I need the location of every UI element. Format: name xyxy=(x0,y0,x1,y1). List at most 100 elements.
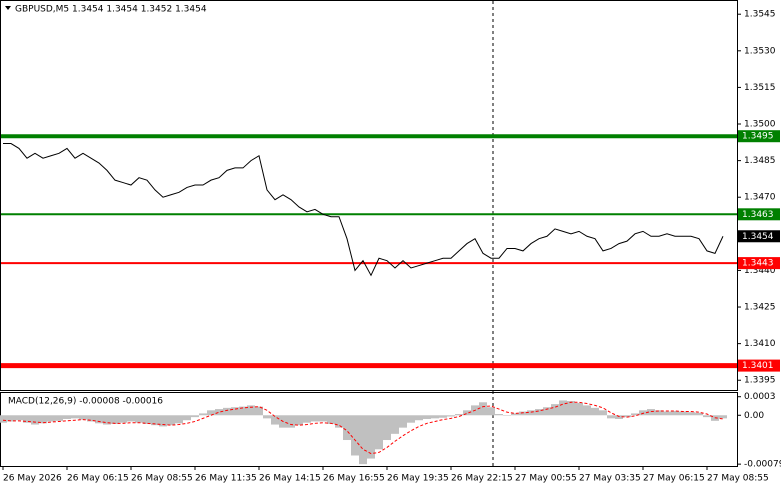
macd-bar xyxy=(215,409,223,416)
macd-bar xyxy=(503,415,511,416)
macd-bar xyxy=(431,415,439,419)
x-tick-label: 26 May 08:55 xyxy=(131,474,193,484)
macd-bar xyxy=(567,401,575,416)
macd-bar xyxy=(271,415,279,425)
macd-bar xyxy=(55,415,63,421)
macd-bar xyxy=(479,402,487,416)
macd-bar xyxy=(191,415,199,418)
macd-bar xyxy=(143,415,151,424)
y-tick-label: 1.3395 xyxy=(744,376,776,386)
last-price-label: 1.3454 xyxy=(742,232,774,242)
y-tick-label: 1.3500 xyxy=(744,120,776,130)
macd-bar xyxy=(487,407,495,416)
level-label: 1.3443 xyxy=(742,259,774,269)
macd-bar xyxy=(71,415,79,419)
macd-bar xyxy=(367,415,375,459)
macd-bar xyxy=(647,409,655,416)
macd-bar xyxy=(135,415,143,423)
macd-bar xyxy=(375,415,383,450)
macd-bar xyxy=(159,415,167,427)
macd-bar xyxy=(399,415,407,428)
dropdown-icon xyxy=(5,6,11,10)
macd-bar xyxy=(183,415,191,421)
macd-bar xyxy=(615,415,623,419)
macd-bar xyxy=(175,415,183,424)
macd-bar xyxy=(151,415,159,426)
macd-bar xyxy=(39,415,47,424)
macd-bar xyxy=(0,415,7,423)
signal-line xyxy=(2,401,724,455)
macd-bar xyxy=(79,415,87,420)
macd-bar xyxy=(167,415,175,426)
level-label: 1.3401 xyxy=(742,361,774,371)
macd-bar xyxy=(543,407,551,416)
macd-bar xyxy=(655,410,663,416)
macd-bar xyxy=(423,415,431,419)
macd-bar xyxy=(247,405,255,416)
macd-bar xyxy=(119,415,127,423)
level-box xyxy=(738,130,780,143)
macd-bar xyxy=(687,412,695,416)
x-tick-label: 26 May 16:55 xyxy=(323,474,385,484)
macd-bar xyxy=(303,415,311,423)
macd-bar xyxy=(599,410,607,416)
y-tick-label: 1.3410 xyxy=(744,339,776,349)
macd-bar xyxy=(391,415,399,434)
y-tick-label: 1.3485 xyxy=(744,156,776,166)
y-tick-label: 1.3545 xyxy=(744,10,776,20)
x-tick-label: 26 May 14:15 xyxy=(259,474,321,484)
macd-bar xyxy=(7,415,15,422)
x-tick-label: 27 May 00:55 xyxy=(515,474,577,484)
y-tick-label: 1.3425 xyxy=(744,303,776,313)
x-tick-label: 26 May 2026 xyxy=(3,474,62,484)
y-tick-label: 1.3515 xyxy=(744,83,776,93)
last-price-box xyxy=(738,230,780,243)
macd-bar xyxy=(495,414,503,416)
level-box xyxy=(738,257,780,270)
macd-bar xyxy=(231,407,239,416)
macd-bar xyxy=(327,415,335,424)
price-line xyxy=(3,143,724,277)
macd-bar xyxy=(535,409,543,416)
macd-bar xyxy=(591,407,599,416)
level-label: 1.3463 xyxy=(742,210,774,220)
macd-bar xyxy=(311,415,319,422)
macd-bar xyxy=(607,415,615,419)
macd-bar xyxy=(551,404,559,416)
macd-bar xyxy=(463,410,471,416)
macd-bar xyxy=(63,415,71,419)
macd-bar xyxy=(407,415,415,423)
y-tick-label: 1.3440 xyxy=(744,266,776,276)
x-tick-label: 26 May 19:35 xyxy=(387,474,449,484)
macd-bar xyxy=(15,415,23,421)
macd-bar xyxy=(223,407,231,416)
macd-bar xyxy=(47,415,55,422)
macd-bar xyxy=(559,400,567,416)
macd-bar xyxy=(239,406,247,416)
macd-bar xyxy=(519,411,527,416)
macd-bar xyxy=(663,411,671,416)
x-tick-label: 27 May 08:55 xyxy=(707,474,769,484)
macd-bar xyxy=(415,415,423,421)
macd-bar xyxy=(631,413,639,416)
macd-bar xyxy=(623,415,631,418)
y-tick-label: 0.00 xyxy=(744,411,764,421)
x-tick-label: 26 May 22:15 xyxy=(451,474,513,484)
macd-bar xyxy=(127,415,135,422)
y-tick-label: 0.0003 xyxy=(744,392,776,402)
y-tick-label: -0.00079 xyxy=(744,460,781,470)
macd-bar xyxy=(263,415,271,419)
chart-title: GBPUSD,M5 1.3454 1.3454 1.3452 1.3454 xyxy=(15,5,207,15)
macd-bar xyxy=(511,413,519,416)
macd-bar xyxy=(23,415,31,423)
x-tick-label: 27 May 03:35 xyxy=(579,474,641,484)
macd-bar xyxy=(335,415,343,428)
macd-bar xyxy=(439,415,447,418)
macd-bar xyxy=(383,415,391,441)
macd-bar xyxy=(679,411,687,416)
macd-bar xyxy=(295,415,303,426)
x-tick-label: 26 May 11:35 xyxy=(195,474,257,484)
y-tick-label: 1.3470 xyxy=(744,193,776,203)
macd-bar xyxy=(447,415,455,417)
